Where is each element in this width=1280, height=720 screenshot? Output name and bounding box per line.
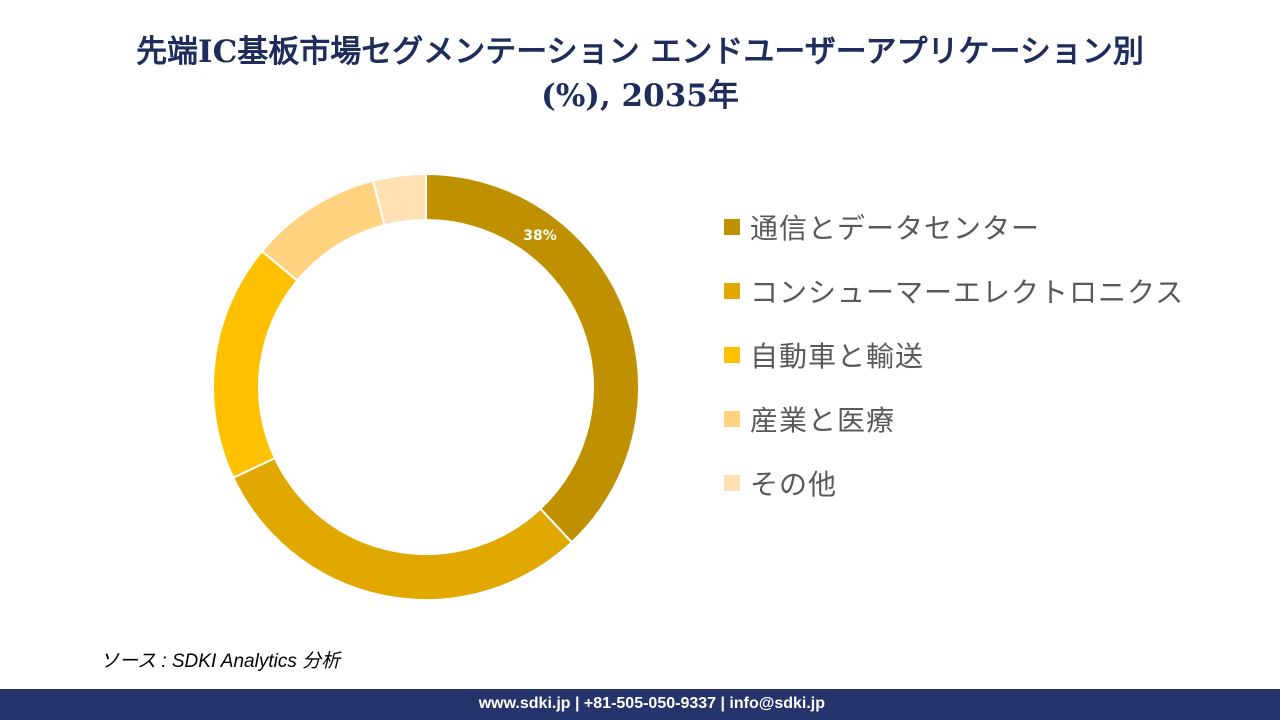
legend-swatch [724, 475, 740, 491]
donut-segment-2 [231, 456, 574, 601]
donut-segment-3 [212, 249, 299, 480]
legend-swatch [724, 411, 740, 427]
legend-item: コンシューマーエレクトロニクス [724, 244, 1184, 338]
donut-segment-4 [260, 179, 386, 282]
chart-title: 先端IC基板市場セグメンテーション エンドユーザーアプリケーション別 (%), … [0, 30, 1280, 118]
legend-item: その他 [724, 436, 1184, 530]
legend-swatch [724, 347, 740, 363]
legend-label: コンシューマーエレクトロニクス [750, 276, 1185, 309]
legend: 通信とデータセンターコンシューマーエレクトロニクス 自動車と輸送 産業と医療その他 [724, 180, 1184, 530]
data-label-1: 38% [523, 228, 557, 244]
legend-label: 産業と医療 [750, 404, 896, 437]
legend-item: 産業と医療 [724, 372, 1184, 466]
title-line-2: (%), 2035年 [541, 78, 739, 114]
donut-segment-5 [371, 172, 427, 227]
legend-label: 自動車と輸送 [750, 340, 925, 373]
source-note: ソース : SDKI Analytics 分析 [100, 651, 341, 672]
footer-bar: www.sdki.jp | +81-505-050-9337 | info@sd… [0, 689, 1280, 720]
legend-item: 通信とデータセンター [724, 180, 1184, 274]
legend-swatch [724, 283, 740, 299]
legend-item: 自動車と輸送 [724, 308, 1184, 402]
footer-contact: www.sdki.jp | +81-505-050-9337 | info@sd… [478, 695, 825, 712]
legend-swatch [724, 219, 740, 235]
legend-label: その他 [750, 468, 838, 501]
title-line-1: 先端IC基板市場セグメンテーション エンドユーザーアプリケーション別 [136, 34, 1144, 70]
legend-label: 通信とデータセンター [750, 212, 1041, 245]
